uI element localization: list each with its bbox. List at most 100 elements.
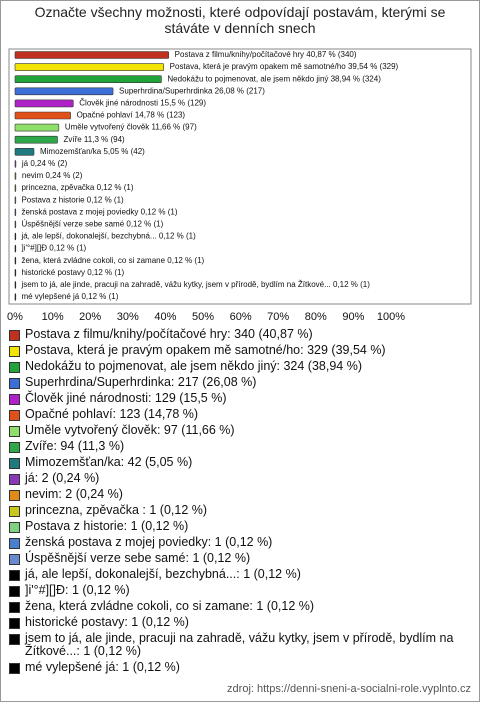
bar-label: jsem to já, ale jinde, pracuji na zahrad… — [20, 280, 370, 289]
legend-label: historické postavy: 1 (0,12 %) — [25, 615, 189, 629]
legend-swatch — [9, 330, 20, 341]
legend-swatch — [9, 634, 20, 645]
x-tick-label: 30% — [117, 311, 139, 323]
legend-swatch — [9, 394, 20, 405]
bar — [14, 196, 17, 204]
bar — [14, 123, 60, 132]
legend-item: historické postavy: 1 (0,12 %) — [9, 616, 471, 629]
bar — [14, 293, 17, 301]
legend-label: Zvíře: 94 (11,3 %) — [25, 439, 125, 453]
bar-label: historické postavy 0,12 % (1) — [21, 268, 124, 277]
bar-label: ženská postava z mojej poviedky 0,12 % (… — [21, 207, 177, 216]
legend-item: Postava, která je pravým opakem mě samot… — [9, 344, 471, 357]
bar — [14, 99, 74, 108]
legend-label: Postava z historie: 1 (0,12 %) — [25, 519, 189, 533]
legend-item: ženská postava z mojej poviedky: 1 (0,12… — [9, 536, 471, 549]
bar — [14, 148, 35, 156]
legend-swatch — [9, 586, 20, 597]
bar — [14, 220, 17, 229]
legend-swatch — [9, 554, 20, 565]
bar-label: Superhrdina/Superhrdinka 26,08 % (217) — [119, 86, 265, 95]
legend-item: Úspěšnější verze sebe samé: 1 (0,12 %) — [9, 552, 471, 565]
legend-item: ]i'°#][]Ð: 1 (0,12 %) — [9, 584, 471, 597]
legend-label: Mimozemšťan/ka: 42 (5,05 %) — [25, 455, 193, 469]
legend-item: mé vylepšené já: 1 (0,12 %) — [9, 661, 471, 674]
legend-label: Superhrdina/Superhrdinka: 217 (26,08 %) — [25, 375, 257, 389]
legend-swatch — [9, 346, 20, 357]
x-tick-label: 20% — [79, 311, 101, 323]
bar — [14, 232, 17, 241]
legend-item: Postava z filmu/knihy/počítačové hry: 34… — [9, 328, 471, 341]
legend-label: mé vylepšené já: 1 (0,12 %) — [25, 660, 180, 674]
legend-swatch — [9, 570, 20, 581]
bar-label: Uměle vytvořený člověk 11,66 % (97) — [65, 123, 197, 132]
x-tick-label: 90% — [342, 311, 364, 323]
bar — [14, 51, 169, 59]
legend-swatch — [9, 618, 20, 629]
bar — [14, 256, 17, 265]
legend: Postava z filmu/knihy/počítačové hry: 34… — [9, 328, 471, 677]
legend-label: Člověk jiné národnosti: 129 (15,5 %) — [25, 391, 227, 405]
legend-label: ženská postava z mojej poviedky: 1 (0,12… — [25, 535, 273, 549]
legend-item: žena, která zvládne cokoli, co si zamane… — [9, 600, 471, 613]
x-tick-label: 100% — [377, 311, 405, 323]
x-tick-label: 60% — [230, 311, 252, 323]
bar-label: Úspěšnější verze sebe samé 0,12 % (1) — [21, 220, 163, 229]
bar-label: já 0,24 % (2) — [21, 159, 68, 168]
bar — [14, 184, 17, 192]
bar — [14, 111, 71, 120]
source: zdroj: https://denni-sneni-a-socialni-ro… — [227, 683, 471, 695]
bar-label: Postava, která je pravým opakem mě samot… — [170, 62, 399, 71]
legend-label: Uměle vytvořený člověk: 97 (11,66 %) — [25, 423, 235, 437]
bar — [14, 87, 114, 96]
legend-item: já: 2 (0,24 %) — [9, 472, 471, 485]
bar — [14, 281, 17, 289]
bar-label: Postava z historie 0,12 % (1) — [21, 195, 124, 204]
legend-item: Superhrdina/Superhrdinka: 217 (26,08 %) — [9, 376, 471, 389]
chart: 0% 10% 20% 30% 40% 50% 60% 70% 80% 90% 100% Postava… — [7, 48, 472, 323]
x-tick-label: 70% — [267, 311, 289, 323]
bar-label: princezna, zpěvačka 0,12 % (1) — [21, 183, 133, 192]
legend-label: princezna, zpěvačka : 1 (0,12 %) — [25, 503, 208, 517]
bar — [14, 208, 17, 217]
legend-label: já: 2 (0,24 %) — [25, 471, 100, 485]
bar-label: Nedokážu to pojmenovat, ale jsem někdo j… — [167, 74, 381, 83]
legend-swatch — [9, 362, 20, 373]
x-tick-label: 50% — [192, 311, 214, 323]
x-tick-label: 10% — [42, 311, 64, 323]
bar — [14, 269, 17, 277]
legend-label: Postava, která je pravým opakem mě samot… — [25, 343, 386, 357]
bar-label: Mimozemšťan/ka 5,05 % (42) — [40, 147, 145, 156]
legend-label: žena, která zvládne cokoli, co si zamane… — [25, 599, 315, 613]
legend-swatch — [9, 442, 20, 453]
bar-label: Člověk jiné národnosti 15,5 % (129) — [79, 99, 206, 108]
legend-label: nevim: 2 (0,24 %) — [25, 487, 123, 501]
legend-label: Nedokážu to pojmenovat, ale jsem někdo j… — [25, 359, 362, 373]
legend-swatch — [9, 378, 20, 389]
bar — [14, 135, 58, 144]
legend-item: princezna, zpěvačka : 1 (0,12 %) — [9, 504, 471, 517]
bar — [14, 63, 164, 71]
legend-swatch — [9, 426, 20, 437]
x-tick-label: 0% — [7, 311, 23, 323]
legend-swatch — [9, 474, 20, 485]
legend-swatch — [9, 522, 20, 533]
legend-item: nevim: 2 (0,24 %) — [9, 488, 471, 501]
legend-swatch — [9, 458, 20, 469]
legend-item: Nedokážu to pojmenovat, ale jsem někdo j… — [9, 360, 471, 373]
legend-item: Opačné pohlaví: 123 (14,78 %) — [9, 408, 471, 421]
legend-item: Zvíře: 94 (11,3 %) — [9, 440, 471, 453]
legend-swatch — [9, 410, 20, 421]
chart-title: Označte všechny možnosti, které odpovída… — [34, 4, 446, 36]
legend-swatch — [9, 602, 20, 613]
x-tick-label: 40% — [154, 311, 176, 323]
legend-swatch — [9, 663, 20, 674]
bar-label: já, ale lepší, dokonalejší, bezchybná...… — [20, 232, 196, 241]
legend-label: Opačné pohlaví: 123 (14,78 %) — [25, 407, 199, 421]
bar-label: Postava z filmu/knihy/počítačové hry 40,… — [175, 50, 357, 59]
legend-item: já, ale lepší, dokonalejší, bezchybná...… — [9, 568, 471, 581]
bar — [14, 172, 17, 180]
legend-item: Postava z historie: 1 (0,12 %) — [9, 520, 471, 533]
legend-item: Uměle vytvořený člověk: 97 (11,66 %) — [9, 424, 471, 437]
